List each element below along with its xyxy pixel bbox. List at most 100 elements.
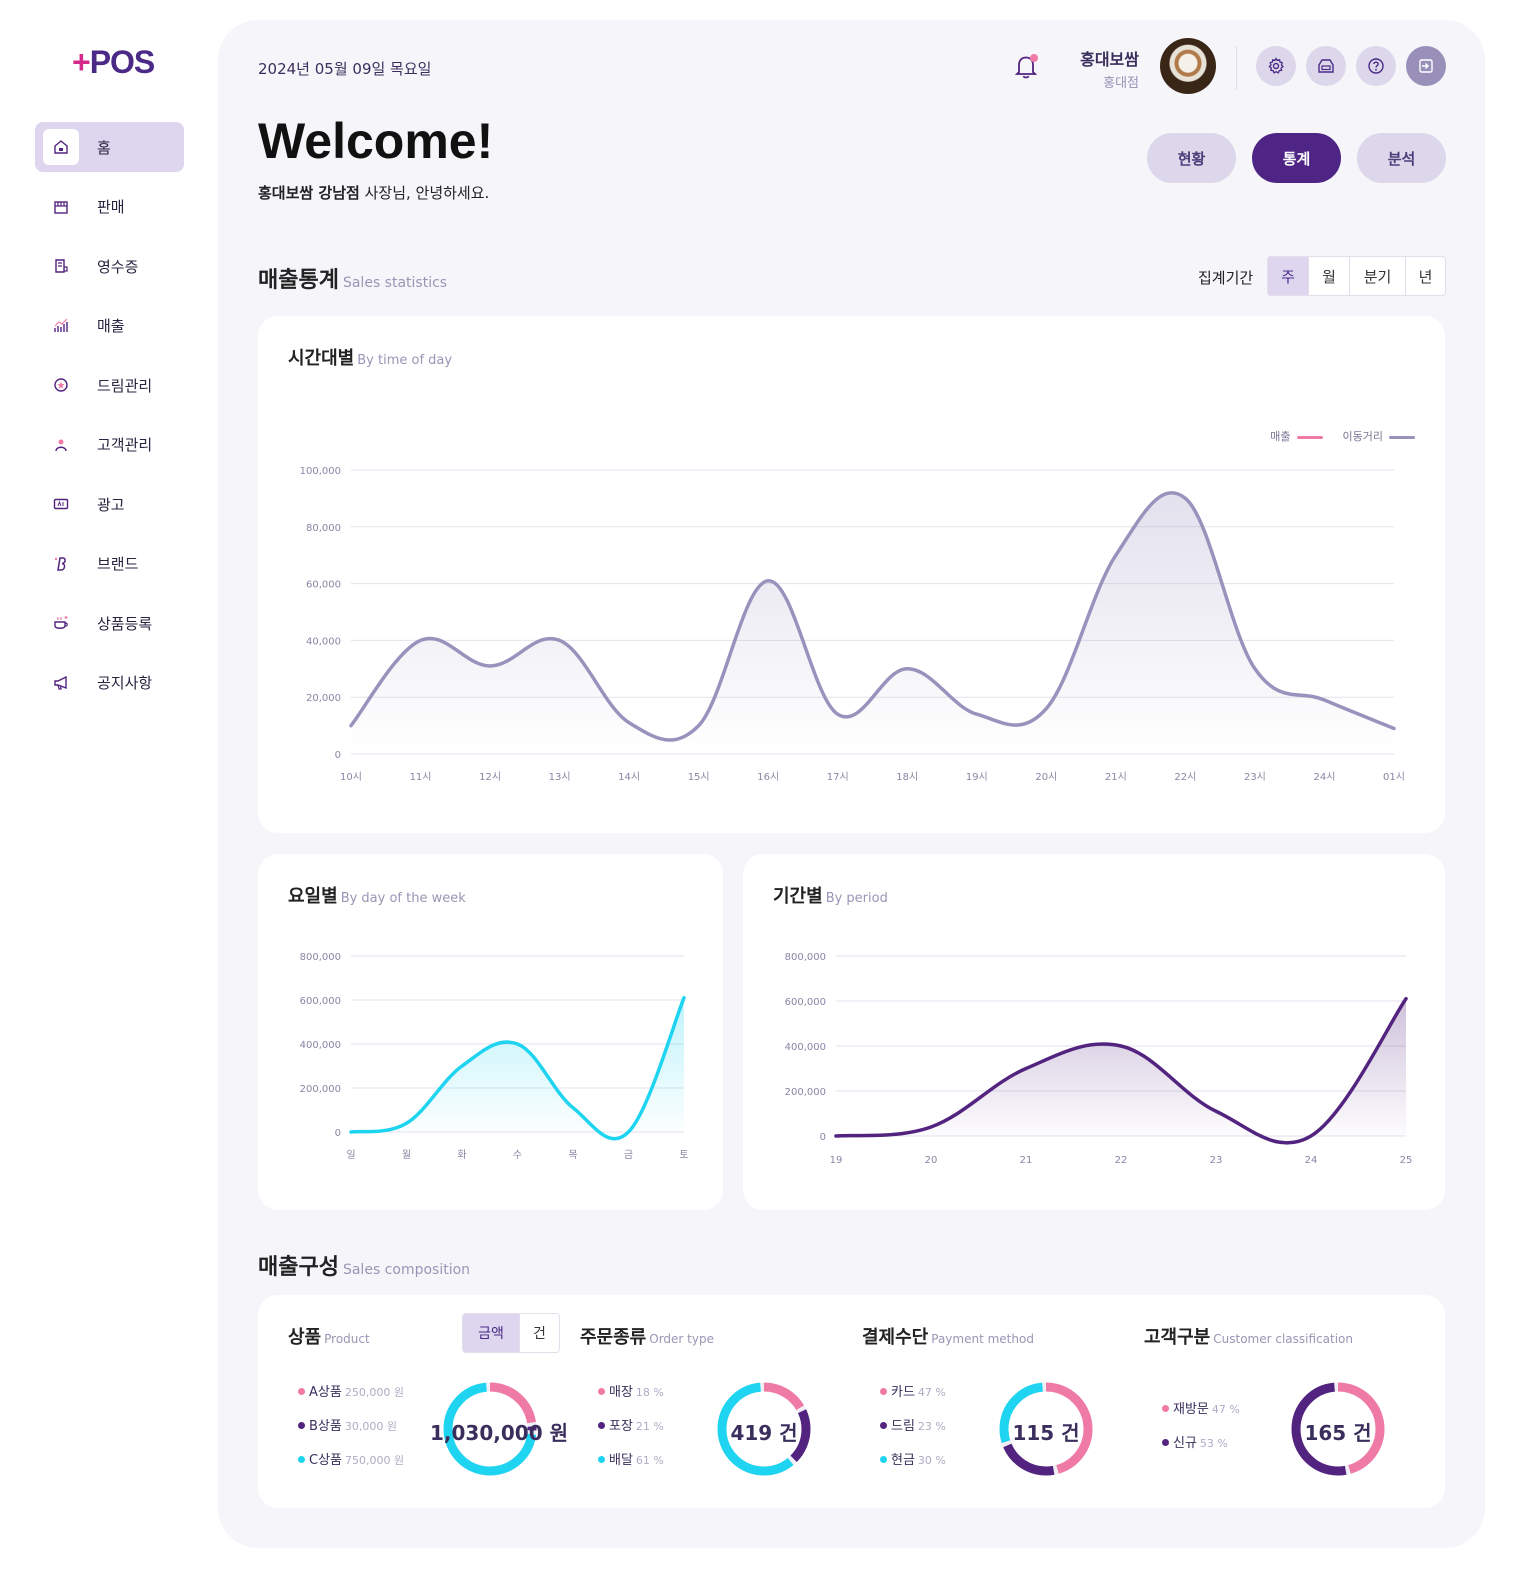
register-button[interactable] <box>1306 46 1346 86</box>
donut-segment <box>1291 1382 1385 1476</box>
sidebar-item-customers[interactable]: 고객관리 <box>35 420 184 470</box>
sidebar-item-notices[interactable]: 공지사항 <box>35 658 184 708</box>
x-tick-label: 10시 <box>340 771 362 783</box>
y-tick-label: 0 <box>335 1128 341 1139</box>
tab-statistics[interactable]: 통계 <box>1252 133 1341 183</box>
order-type-title: 주문종류 Order type <box>580 1327 714 1348</box>
customer-returning: 재방문 47 % <box>1162 1398 1240 1417</box>
x-tick-label: 21시 <box>1105 771 1127 783</box>
donut-segment <box>717 1382 811 1476</box>
period-year[interactable]: 년 <box>1418 267 1433 286</box>
x-tick-label: 17시 <box>827 771 849 783</box>
sidebar-item-revenue[interactable]: 매출 <box>35 301 184 351</box>
help-button[interactable] <box>1356 46 1396 86</box>
product-donut <box>443 1382 537 1476</box>
bell-icon[interactable] <box>1012 52 1040 80</box>
product-item-b: B상품 30,000 원 <box>298 1415 397 1434</box>
sidebar-item-sales[interactable]: 판매 <box>35 182 184 232</box>
current-date: 2024년 05월 09일 목요일 <box>258 60 432 78</box>
logout-button[interactable] <box>1406 46 1446 86</box>
x-tick-label: 목 <box>568 1149 577 1161</box>
y-tick-label: 400,000 <box>300 1040 341 1051</box>
sidebar-item-brand[interactable]: 브랜드 <box>35 539 184 589</box>
avatar[interactable] <box>1160 38 1216 94</box>
header-divider <box>1236 46 1237 90</box>
sales-composition-title: 매출구성 Sales composition <box>258 1255 471 1280</box>
payment-card: 카드 47 % <box>880 1381 946 1400</box>
weekday-card: 요일별 By day of the week 0 200,000 400,000 600… <box>258 854 723 1210</box>
register-icon <box>1318 59 1334 73</box>
greeting-text: 홍대보쌈 강남점 사장님, 안녕하세요. <box>258 182 489 203</box>
order-type-total: 419 건 <box>730 1421 798 1445</box>
sidebar-item-receipt[interactable]: 영수증 <box>35 241 184 291</box>
sidebar-item-product-registration[interactable]: 상품등록 <box>35 598 184 648</box>
sidebar-item-label: 드림관리 <box>97 376 153 395</box>
y-tick-label: 200,000 <box>785 1087 826 1098</box>
donut-segment <box>999 1382 1093 1476</box>
series-area <box>836 998 1406 1143</box>
settings-button[interactable] <box>1256 46 1296 86</box>
order-type-dine-in: 매장 18 % <box>598 1381 664 1400</box>
donut-segment <box>1291 1382 1385 1476</box>
x-tick-label: 화 <box>457 1149 466 1161</box>
x-tick-label: 21 <box>1020 1155 1033 1166</box>
x-tick-label: 24시 <box>1313 771 1335 783</box>
sidebar-item-label: 영수증 <box>97 257 139 276</box>
donut-segment <box>999 1382 1093 1476</box>
legend-item: 매출 <box>1270 428 1323 444</box>
x-tick-label: 13시 <box>549 771 571 783</box>
x-tick-label: 일 <box>346 1149 355 1161</box>
store-name: 홍대점 <box>1103 76 1139 91</box>
order-type-takeout: 포장 21 % <box>598 1415 664 1434</box>
sales-chart-icon <box>51 316 71 336</box>
product-title: 상품 Product <box>288 1327 370 1348</box>
sidebar: +POS 홈 판매 영수증 매출 드림관리 고객관리 광고 <box>0 0 218 1580</box>
megaphone-icon <box>51 673 71 693</box>
receipt-icon <box>51 256 71 276</box>
user-info: 홍대보쌈 홍대점 <box>1080 46 1139 91</box>
customer-title: 고객구분 Customer classification <box>1144 1327 1353 1348</box>
greeting-message: 사장님, 안녕하세요. <box>359 184 490 202</box>
sidebar-item-ads[interactable]: 광고 <box>35 479 184 529</box>
welcome-title: Welcome! <box>258 113 494 169</box>
payment-cash: 현금 30 % <box>880 1449 946 1468</box>
donut-segment <box>443 1382 537 1476</box>
sidebar-item-label: 광고 <box>97 495 125 514</box>
period-selector: 주 월 분기 년 <box>1267 256 1446 296</box>
x-tick-label: 14시 <box>618 771 640 783</box>
customer-donut <box>1291 1382 1385 1476</box>
x-tick-label: 19 <box>830 1155 843 1166</box>
amount-count-toggle: 금액 건 <box>462 1313 560 1353</box>
y-tick-label: 60,000 <box>306 580 341 591</box>
x-tick-label: 22시 <box>1174 771 1196 783</box>
toggle-amount[interactable]: 금액 <box>463 1314 519 1352</box>
period-quarter[interactable]: 분기 <box>1350 257 1406 295</box>
x-tick-label: 수 <box>513 1149 522 1161</box>
sidebar-item-home[interactable]: 홈 <box>35 122 184 172</box>
series-area <box>351 997 684 1139</box>
tab-analysis[interactable]: 분석 <box>1357 133 1446 183</box>
x-tick-label: 25 <box>1400 1155 1413 1166</box>
period-label: 집계기간 <box>1198 269 1254 287</box>
sidebar-item-label: 고객관리 <box>97 436 153 454</box>
x-tick-label: 22 <box>1115 1155 1128 1166</box>
product-total: 1,030,000 원 <box>430 1421 568 1445</box>
sidebar-item-label: 브랜드 <box>97 555 139 573</box>
sidebar-item-dream[interactable]: 드림관리 <box>35 360 184 410</box>
y-tick-label: 800,000 <box>300 952 341 963</box>
payment-total: 115 건 <box>1012 1421 1080 1445</box>
period-week[interactable]: 주 <box>1268 257 1309 295</box>
composition-card: 상품 Product 금액 건 A상품 250,000 원 B상품 30,000 원 … <box>258 1295 1445 1508</box>
x-tick-label: 19시 <box>966 771 988 783</box>
product-item-a: A상품 250,000 원 <box>298 1381 404 1400</box>
x-tick-label: 20 <box>925 1155 938 1166</box>
tab-status[interactable]: 현황 <box>1147 133 1236 183</box>
payment-dream: 드림 23 % <box>880 1415 946 1434</box>
toggle-count[interactable]: 건 <box>519 1314 559 1352</box>
period-month[interactable]: 월 <box>1309 257 1350 295</box>
y-tick-label: 0 <box>335 750 341 761</box>
order-type-delivery: 배달 61 % <box>598 1449 664 1468</box>
settings-icon <box>1268 57 1284 74</box>
pos-logo[interactable]: +POS <box>72 44 155 80</box>
x-tick-label: 23시 <box>1244 771 1266 783</box>
